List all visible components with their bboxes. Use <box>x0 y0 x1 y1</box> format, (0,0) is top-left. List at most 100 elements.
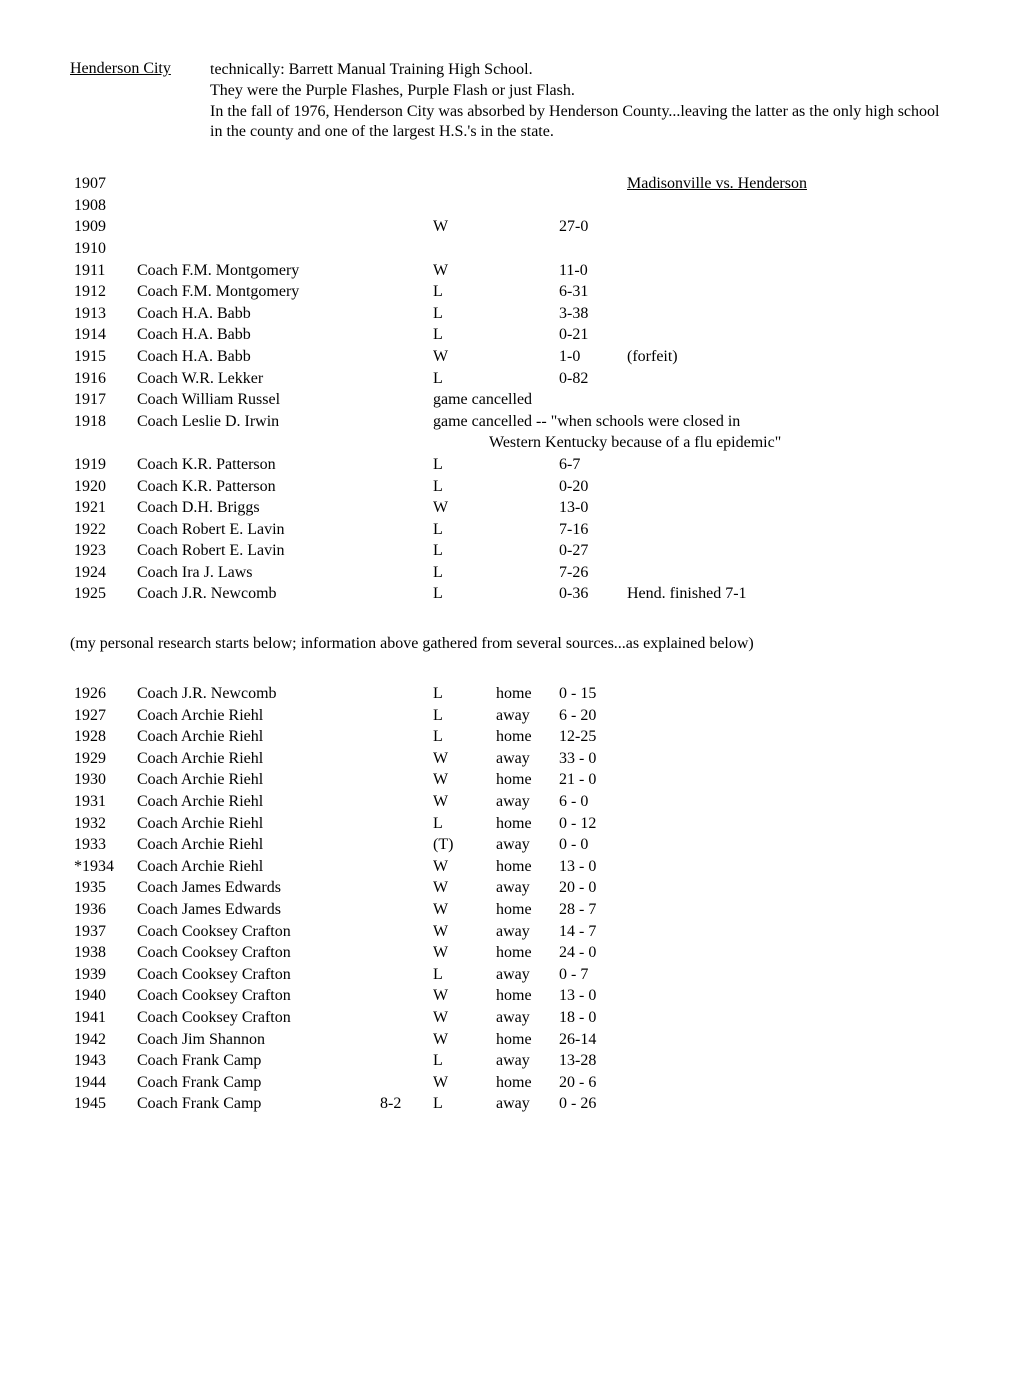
coach-cell: Coach Cooksey Crafton <box>133 985 376 1007</box>
coach-cell: Coach Frank Camp <box>133 1093 376 1115</box>
result-cell: L <box>429 583 492 605</box>
record-cell <box>376 346 429 368</box>
note-cell: Western Kentucky because of a flu epidem… <box>429 432 950 454</box>
year-cell: 1937 <box>70 921 133 943</box>
year-cell: 1912 <box>70 281 133 303</box>
section-title: Madisonville vs. Henderson <box>627 175 807 192</box>
location-cell: home <box>492 899 555 921</box>
year-cell: 1924 <box>70 562 133 584</box>
year-cell: 1945 <box>70 1093 133 1115</box>
result-cell: L <box>429 476 492 498</box>
table-row: 1925Coach J.R. NewcombL0-36Hend. finishe… <box>70 583 950 605</box>
coach-cell: Coach W.R. Lekker <box>133 368 376 390</box>
table-row: 1944Coach Frank CampWhome20 - 6 <box>70 1072 950 1094</box>
coach-cell: Coach K.R. Patterson <box>133 454 376 476</box>
table-row: 1933Coach Archie Riehl(T)away0 - 0 <box>70 834 950 856</box>
record-cell <box>376 1029 429 1051</box>
record-cell <box>376 540 429 562</box>
note-cell <box>623 856 950 878</box>
table-row: 1924Coach Ira J. LawsL7-26 <box>70 562 950 584</box>
record-cell <box>376 769 429 791</box>
record-cell <box>376 705 429 727</box>
location-cell <box>492 497 555 519</box>
record-cell: 8-2 <box>376 1093 429 1115</box>
table-row: 1943Coach Frank CampLaway13-28 <box>70 1050 950 1072</box>
score-cell: 13 - 0 <box>555 856 623 878</box>
table-row: 1939Coach Cooksey CraftonLaway0 - 7 <box>70 964 950 986</box>
records-table-later: 1926Coach J.R. NewcombLhome0 - 151927Coa… <box>70 683 950 1115</box>
coach-cell: Coach H.A. Babb <box>133 303 376 325</box>
coach-cell: Coach Archie Riehl <box>133 813 376 835</box>
note-cell <box>623 921 950 943</box>
record-cell <box>376 562 429 584</box>
location-cell: away <box>492 748 555 770</box>
year-cell: 1923 <box>70 540 133 562</box>
score-cell: 0-21 <box>555 324 623 346</box>
record-cell <box>376 519 429 541</box>
year-cell: 1919 <box>70 454 133 476</box>
score-cell: 13-28 <box>555 1050 623 1072</box>
table-row: 1923Coach Robert E. LavinL0-27 <box>70 540 950 562</box>
record-cell <box>376 921 429 943</box>
record-cell <box>376 726 429 748</box>
coach-cell: Coach D.H. Briggs <box>133 497 376 519</box>
note-cell <box>623 216 950 238</box>
location-cell <box>492 260 555 282</box>
record-cell <box>376 964 429 986</box>
location-cell <box>492 454 555 476</box>
coach-cell: Coach James Edwards <box>133 899 376 921</box>
location-cell: home <box>492 1029 555 1051</box>
note-cell <box>623 540 950 562</box>
record-cell <box>376 1072 429 1094</box>
records-table-early: 1907Madisonville vs. Henderson19081909W2… <box>70 173 950 605</box>
coach-cell: Coach Archie Riehl <box>133 705 376 727</box>
note-cell <box>623 324 950 346</box>
coach-cell: Coach Cooksey Crafton <box>133 964 376 986</box>
note-cell <box>623 683 950 705</box>
table-row: 1913Coach H.A. BabbL3-38 <box>70 303 950 325</box>
location-cell: away <box>492 1093 555 1115</box>
record-cell <box>376 238 429 260</box>
location-cell: away <box>492 877 555 899</box>
record-cell <box>376 497 429 519</box>
table-row: 1916Coach W.R. LekkerL0-82 <box>70 368 950 390</box>
year-cell: 1940 <box>70 985 133 1007</box>
note-cell <box>623 813 950 835</box>
coach-cell: Coach Archie Riehl <box>133 748 376 770</box>
result-cell: L <box>429 562 492 584</box>
coach-cell: Coach Ira J. Laws <box>133 562 376 584</box>
location-cell: away <box>492 705 555 727</box>
score-cell: 0 - 12 <box>555 813 623 835</box>
score-cell: 12-25 <box>555 726 623 748</box>
year-cell: 1944 <box>70 1072 133 1094</box>
score-cell: 18 - 0 <box>555 1007 623 1029</box>
note-cell: game cancelled -- "when schools were clo… <box>429 411 950 433</box>
location-cell <box>492 562 555 584</box>
coach-cell: Coach Archie Riehl <box>133 856 376 878</box>
location-cell: away <box>492 921 555 943</box>
coach-cell: Coach Archie Riehl <box>133 834 376 856</box>
result-cell: W <box>429 260 492 282</box>
score-cell: 20 - 6 <box>555 1072 623 1094</box>
result-cell: L <box>429 368 492 390</box>
table-row: 1915Coach H.A. BabbW1-0(forfeit) <box>70 346 950 368</box>
year-cell: 1917 <box>70 389 133 411</box>
year-cell: 1925 <box>70 583 133 605</box>
note-cell: Madisonville vs. Henderson <box>623 173 950 195</box>
note-cell <box>623 260 950 282</box>
table-row: 1941Coach Cooksey CraftonWaway18 - 0 <box>70 1007 950 1029</box>
result-cell: W <box>429 1007 492 1029</box>
score-cell: 0-36 <box>555 583 623 605</box>
result-cell: W <box>429 921 492 943</box>
score-cell: 0-20 <box>555 476 623 498</box>
score-cell: 3-38 <box>555 303 623 325</box>
record-cell <box>376 834 429 856</box>
table-row: 1921Coach D.H. BriggsW13-0 <box>70 497 950 519</box>
coach-cell: Coach J.R. Newcomb <box>133 683 376 705</box>
score-cell: 28 - 7 <box>555 899 623 921</box>
result-cell: L <box>429 813 492 835</box>
coach-cell: Coach Cooksey Crafton <box>133 921 376 943</box>
result-cell <box>429 195 492 217</box>
year-cell: 1928 <box>70 726 133 748</box>
note-cell <box>623 1029 950 1051</box>
